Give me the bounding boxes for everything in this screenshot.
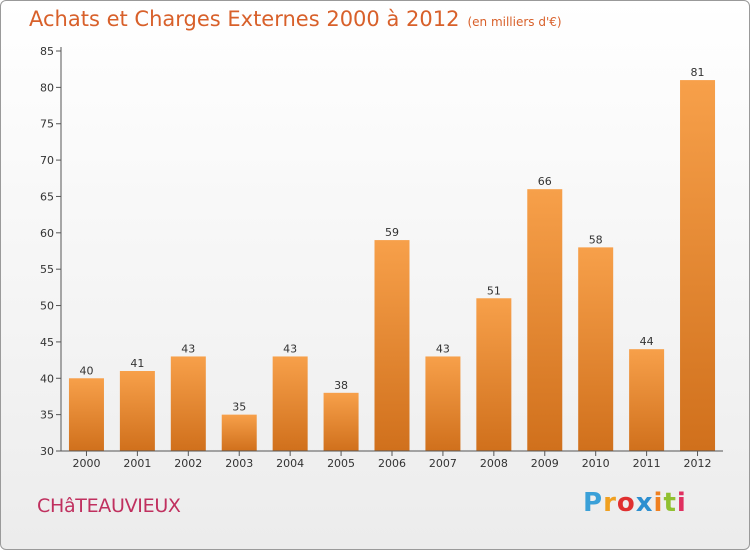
- x-tick-label: 2008: [480, 457, 508, 470]
- y-tick-label: 55: [40, 263, 54, 276]
- y-axis: 30 35 40 45 50 55 60 65 70 75 80 85: [40, 45, 62, 458]
- x-tick-label: 2007: [429, 457, 457, 470]
- y-tick-label: 45: [40, 336, 54, 349]
- bar-2008: [476, 298, 512, 451]
- proxiti-logo: Proxiti: [583, 488, 687, 518]
- chart-unit: (en milliers d'€): [467, 15, 562, 29]
- bar-value-label: 41: [130, 357, 144, 370]
- x-tick-label: 2003: [225, 457, 253, 470]
- x-tick-label: 2002: [174, 457, 202, 470]
- brand-letter: t: [663, 488, 677, 518]
- bar-value-label: 44: [640, 335, 654, 348]
- bar-value-label: 58: [589, 233, 603, 246]
- bar-value-label: 38: [334, 379, 348, 392]
- y-tick-label: 65: [40, 190, 54, 203]
- x-tick-label: 2011: [633, 457, 661, 470]
- y-tick-label: 80: [40, 81, 54, 94]
- bar-value-label: 40: [79, 364, 93, 377]
- bar-2003: [221, 414, 257, 451]
- brand-letter: i: [653, 488, 664, 518]
- bar-2000: [68, 378, 104, 451]
- bar-value-label: 43: [283, 342, 297, 355]
- y-tick-label: 50: [40, 300, 54, 313]
- y-tick-label: 85: [40, 45, 54, 58]
- x-tick-label: 2001: [123, 457, 151, 470]
- bar-2005: [323, 392, 359, 451]
- bar-value-label: 66: [538, 175, 552, 188]
- x-tick-label: 2004: [276, 457, 304, 470]
- brand-letter: o: [616, 488, 636, 518]
- bar-2006: [374, 240, 410, 451]
- brand-letter: P: [583, 488, 604, 518]
- city-name: CHâTEAUVIEUX: [37, 495, 181, 517]
- bar-2004: [272, 356, 308, 451]
- brand-letter: r: [603, 488, 617, 518]
- bar-2012: [680, 80, 716, 451]
- x-tick-label: 2006: [378, 457, 406, 470]
- x-tick-label: 2009: [531, 457, 559, 470]
- x-tick-label: 2005: [327, 457, 355, 470]
- x-tick-label: 2010: [582, 457, 610, 470]
- y-tick-label: 75: [40, 118, 54, 131]
- bar-value-label: 43: [181, 342, 195, 355]
- y-tick-label: 70: [40, 154, 54, 167]
- bar-2010: [578, 247, 614, 451]
- bar-value-label: 51: [487, 284, 501, 297]
- y-tick-label: 35: [40, 409, 54, 422]
- x-tick-label: 2012: [684, 457, 712, 470]
- chart-title: Achats et Charges Externes 2000 à 2012: [29, 7, 460, 31]
- bar-2011: [629, 349, 665, 451]
- bar-2007: [425, 356, 461, 451]
- bar-2002: [170, 356, 206, 451]
- bars: 40 41 43 35 43 38 59 43 51 66 58 44 81: [68, 66, 716, 451]
- bar-2001: [119, 371, 155, 451]
- chart-title-block: Achats et Charges Externes 2000 à 2012 (e…: [29, 7, 562, 31]
- bar-2009: [527, 189, 563, 451]
- x-tick-label: 2000: [72, 457, 100, 470]
- x-axis: 2000 2001 2002 2003 2004 2005 2006 2007 2008 2009…: [61, 450, 723, 470]
- y-tick-label: 30: [40, 445, 54, 458]
- brand-letter: x: [635, 488, 654, 518]
- bar-value-label: 81: [691, 66, 705, 79]
- bar-value-label: 43: [436, 342, 450, 355]
- y-tick-label: 60: [40, 227, 54, 240]
- y-tick-label: 40: [40, 372, 54, 385]
- bar-value-label: 35: [232, 401, 246, 414]
- bar-value-label: 59: [385, 226, 399, 239]
- brand-letter: i: [676, 488, 687, 518]
